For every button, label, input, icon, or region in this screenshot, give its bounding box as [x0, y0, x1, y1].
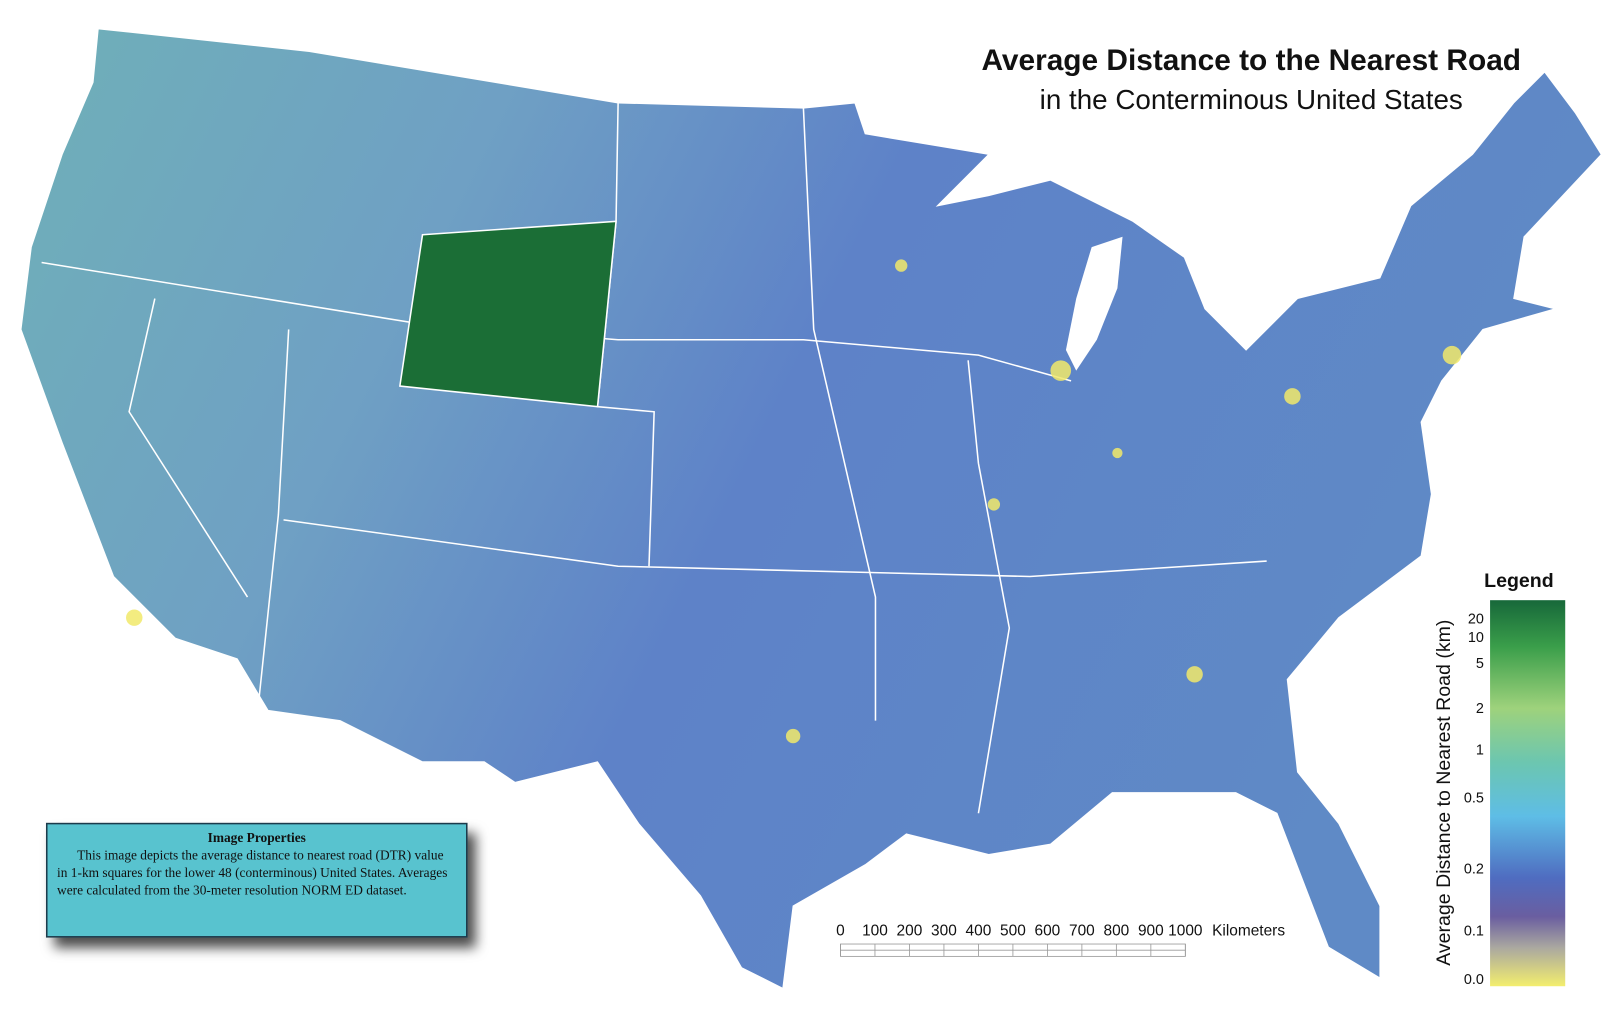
scale-tick-label: 600: [1035, 923, 1061, 940]
scale-tick-label: 0: [836, 923, 845, 940]
legend-tick-label: 5: [1476, 656, 1484, 672]
scale-tick-label: 300: [931, 923, 957, 940]
scale-tick-label: 200: [897, 923, 923, 940]
info-text: This image depicts the average distance …: [57, 847, 448, 898]
scale-tick-label: 100: [862, 923, 888, 940]
scale-tick-label: 1000: [1168, 923, 1202, 940]
legend-tick-label: 0.2: [1464, 862, 1484, 878]
scale-tick-label: 400: [966, 923, 992, 940]
wyoming: [398, 220, 617, 408]
legend-tick-label: 20: [1468, 612, 1484, 628]
legend-tick-label: 0.0: [1464, 972, 1484, 988]
info-title: Image Properties: [207, 829, 306, 846]
legend-title: Legend: [1484, 570, 1554, 592]
legend-axis-label: Average Distance to Nearest Road (km): [1433, 620, 1455, 966]
legend: Legend Average Distance to Nearest Road …: [1433, 570, 1566, 988]
info-box-bg: [45, 822, 468, 938]
lake-michigan: [1065, 236, 1123, 371]
map-subtitle: in the Conterminous United States: [1040, 84, 1463, 115]
scale-bar: Kilometers 0 100 200 300 400 500 600 700 800 900 1…: [836, 923, 1285, 957]
scale-unit: Kilometers: [1212, 923, 1285, 940]
state-borders: [41, 102, 1267, 814]
legend-colorbar: [1490, 600, 1566, 987]
map-title: Average Distance to the Nearest Road: [981, 44, 1521, 77]
city-areas: [126, 259, 1462, 744]
legend-tick-label: 0.1: [1464, 923, 1484, 939]
info-box-content: Image Properties This image depicts the …: [47, 824, 467, 906]
legend-tick-label: 10: [1468, 630, 1484, 646]
us-land: [20, 28, 1602, 990]
scale-tick-label: 700: [1069, 923, 1095, 940]
legend-tick-label: 0.5: [1464, 791, 1484, 807]
legend-tick-label: 2: [1476, 701, 1484, 717]
scale-tick-label: 500: [1000, 923, 1026, 940]
info-box: Image Properties This image depicts the …: [47, 824, 467, 906]
scale-tick-label: 800: [1103, 923, 1129, 940]
scale-tick-label: 900: [1138, 923, 1164, 940]
legend-tick-label: 1: [1476, 742, 1484, 758]
